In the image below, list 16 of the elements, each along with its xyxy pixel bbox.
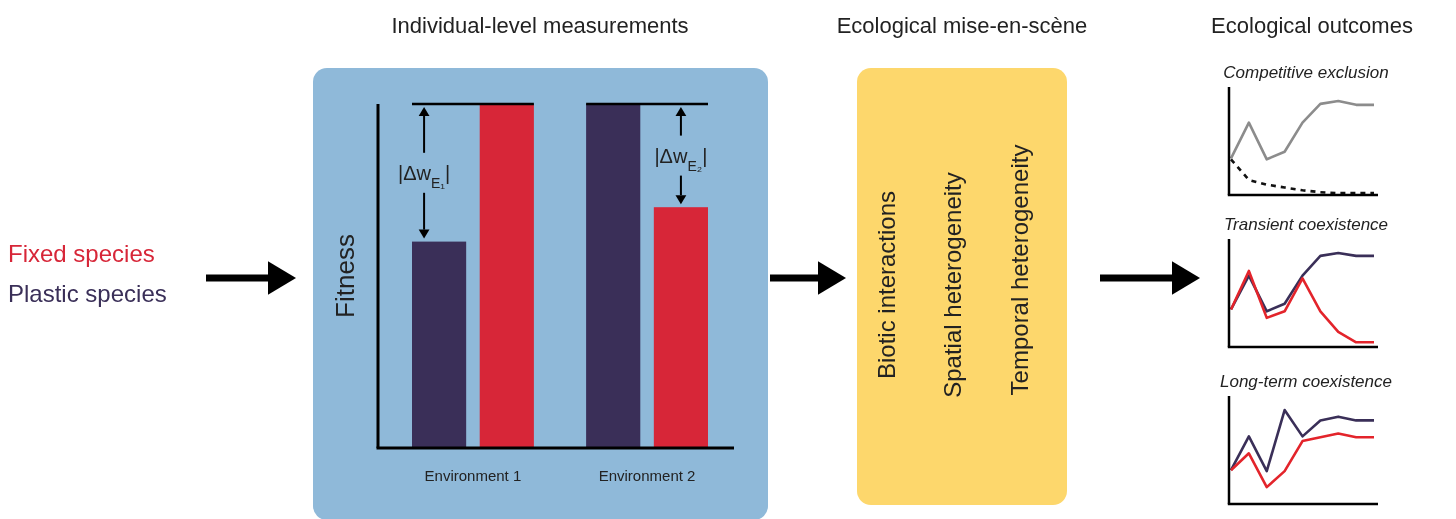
chart-subtitle: Transient coexistence: [1223, 215, 1389, 234]
chart-subtitle: Long-term coexistence: [1220, 372, 1392, 391]
text: Spatial heterogeneity: [939, 172, 966, 398]
chart-subtitle: Competitive exclusion: [1223, 63, 1389, 82]
text: Ecological mise-en-scène: [836, 13, 1088, 38]
chart-title: Individual-level measurements: [391, 13, 689, 38]
y-axis-title: Fitness: [330, 234, 360, 318]
text: Plastic species: [8, 280, 167, 307]
annotation: |Δw$_{E₂}$|: [654, 144, 708, 174]
x-tick-label: Environment 2: [598, 467, 696, 484]
x-tick-label: Environment 1: [424, 467, 522, 484]
text: Temporal heterogeneity: [1006, 144, 1033, 396]
text: Fixed species: [8, 240, 155, 267]
chart-title: Ecological outcomes: [1211, 13, 1413, 38]
annotation: |Δw$_{E₁}$|: [397, 161, 451, 191]
text: Biotic interactions: [873, 190, 900, 380]
